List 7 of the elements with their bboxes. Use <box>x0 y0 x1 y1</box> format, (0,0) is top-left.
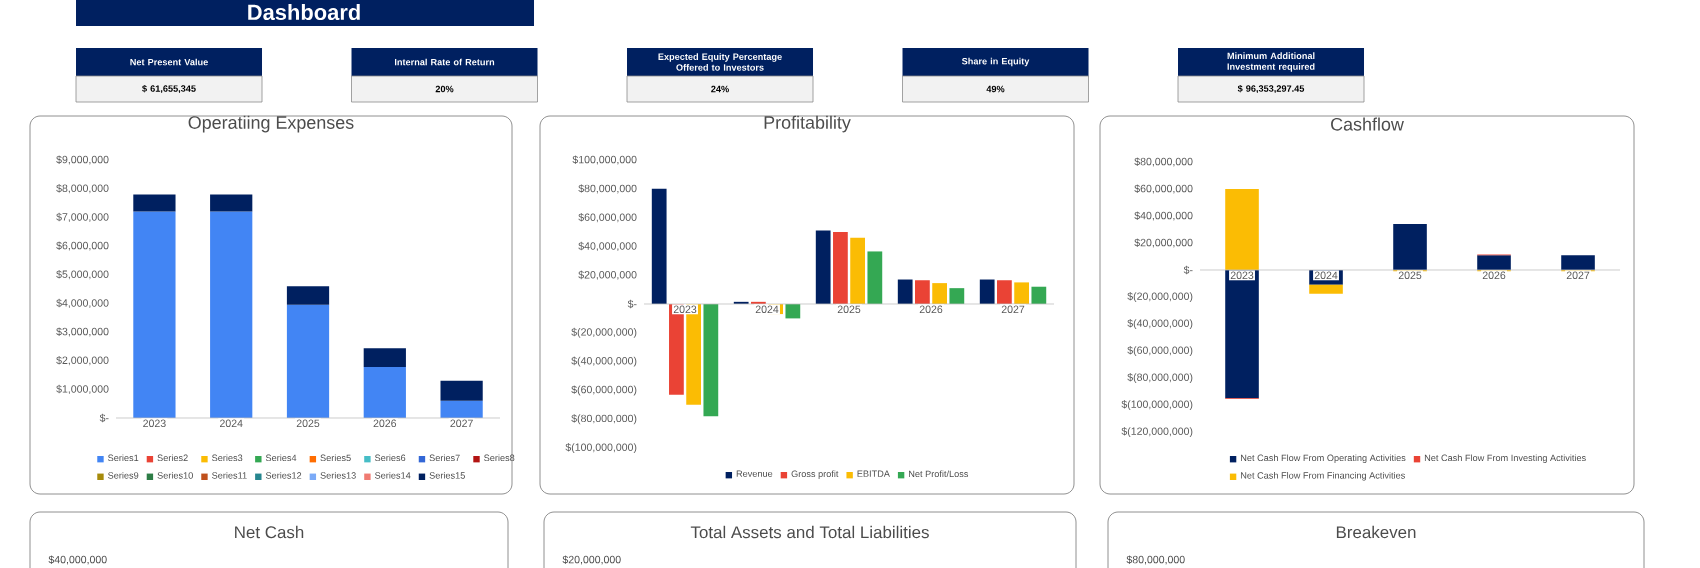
text: Dashboard <box>248 3 360 21</box>
text: Net Cash <box>235 525 304 539</box>
chart-title: Profitability <box>764 115 851 133</box>
text: Total Assets and Total Liabilities <box>690 525 929 539</box>
chart-title: Operatiing Expenses <box>188 115 354 133</box>
text: Breakeven <box>1336 525 1416 539</box>
chart-title: Cashflow <box>1331 117 1404 131</box>
